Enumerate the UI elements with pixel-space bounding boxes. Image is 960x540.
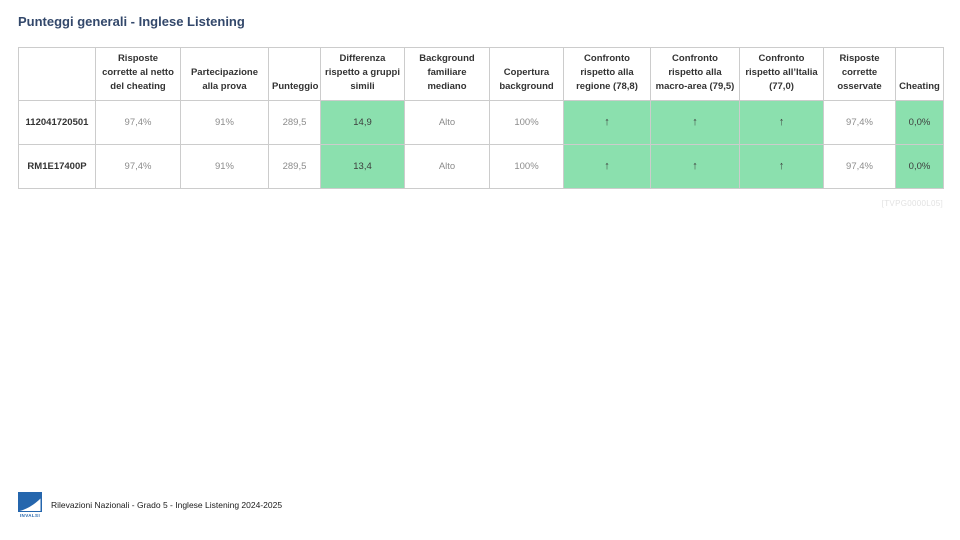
cell-confronto-macro-area: ↑ bbox=[650, 144, 740, 190]
cell-differenza-gruppi-simili: 13,4 bbox=[320, 144, 405, 190]
up-arrow-icon: ↑ bbox=[778, 116, 785, 129]
cell-punteggio: 289,5 bbox=[268, 144, 321, 190]
column-header-risposte-corrette-nette: Risposte corrette al netto del cheating bbox=[95, 47, 181, 102]
column-header-cheating: Cheating bbox=[895, 47, 944, 102]
row-label: RM1E17400P bbox=[18, 144, 96, 190]
cell-cheating: 0,0% bbox=[895, 144, 944, 190]
up-arrow-icon: ↑ bbox=[778, 160, 785, 173]
cell-partecipazione: 91% bbox=[180, 144, 269, 190]
cell-copertura-background: 100% bbox=[489, 100, 564, 146]
cell-copertura-background: 100% bbox=[489, 144, 564, 190]
column-header-blank bbox=[18, 47, 96, 102]
cell-risposte-corrette-osservate: 97,4% bbox=[823, 100, 896, 146]
column-header-background-familiare: Background familiare mediano bbox=[404, 47, 490, 102]
up-arrow-icon: ↑ bbox=[692, 116, 698, 129]
column-header-confronto-regione: Confronto rispetto alla regione (78,8) bbox=[563, 47, 651, 102]
table-row: RM1E17400P 97,4% 91% 289,5 13,4 Alto 100… bbox=[18, 144, 944, 190]
scores-table: Risposte corrette al netto del cheating … bbox=[18, 47, 944, 190]
cell-differenza-gruppi-simili: 14,9 bbox=[320, 100, 405, 146]
cell-confronto-regione: ↑ bbox=[563, 144, 651, 190]
row-label: 112041720501 bbox=[18, 100, 96, 146]
cell-risposte-corrette-nette: 97,4% bbox=[95, 100, 181, 146]
scores-table-wrapper: Risposte corrette al netto del cheating … bbox=[18, 47, 944, 190]
invalsi-logo-text: INVALSI bbox=[19, 513, 41, 518]
column-header-risposte-corrette-osservate: Risposte corrette osservate bbox=[823, 47, 896, 102]
cell-cheating: 0,0% bbox=[895, 100, 944, 146]
cell-confronto-italia: ↑ bbox=[739, 144, 824, 190]
cell-confronto-italia: ↑ bbox=[739, 100, 824, 146]
column-header-copertura-background: Copertura background bbox=[489, 47, 564, 102]
cell-partecipazione: 91% bbox=[180, 100, 269, 146]
header-row: Risposte corrette al netto del cheating … bbox=[18, 47, 944, 102]
footer-label: Rilevazioni Nazionali - Grado 5 - Ingles… bbox=[51, 500, 283, 510]
up-arrow-icon: ↑ bbox=[604, 116, 610, 129]
cell-risposte-corrette-osservate: 97,4% bbox=[823, 144, 896, 190]
cell-confronto-regione: ↑ bbox=[563, 100, 651, 146]
column-header-differenza-gruppi-simili: Differenza rispetto a gruppi simili bbox=[320, 47, 405, 102]
page-title: Punteggi generali - Inglese Listening bbox=[18, 14, 245, 29]
up-arrow-icon: ↑ bbox=[604, 160, 610, 173]
watermark: [TVPG0000L05] bbox=[881, 199, 943, 208]
table-row: 112041720501 97,4% 91% 289,5 14,9 Alto 1… bbox=[18, 100, 944, 146]
cell-confronto-macro-area: ↑ bbox=[650, 100, 740, 146]
cell-punteggio: 289,5 bbox=[268, 100, 321, 146]
invalsi-logo-icon bbox=[18, 492, 42, 512]
column-header-partecipazione: Partecipazione alla prova bbox=[180, 47, 269, 102]
column-header-punteggio: Punteggio bbox=[268, 47, 321, 102]
cell-risposte-corrette-nette: 97,4% bbox=[95, 144, 181, 190]
column-header-confronto-italia: Confronto rispetto all’Italia (77,0) bbox=[739, 47, 824, 102]
invalsi-logo: INVALSI bbox=[18, 492, 42, 518]
footer: INVALSI Rilevazioni Nazionali - Grado 5 … bbox=[18, 492, 282, 518]
column-header-confronto-macro-area: Confronto rispetto alla macro-area (79,5… bbox=[650, 47, 740, 102]
up-arrow-icon: ↑ bbox=[692, 160, 698, 173]
cell-background-familiare: Alto bbox=[404, 100, 490, 146]
cell-background-familiare: Alto bbox=[404, 144, 490, 190]
